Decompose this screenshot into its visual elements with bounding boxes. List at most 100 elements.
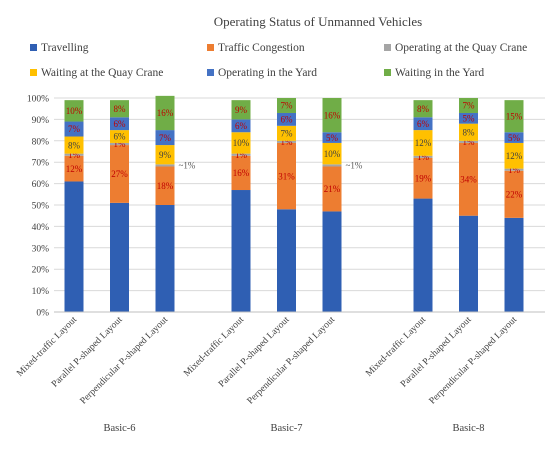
bar-segment-waiting-in-the-yard bbox=[155, 95, 175, 131]
legend-label-travelling: Travelling bbox=[41, 42, 89, 54]
bar-segment-waiting-at-the-quay-crane bbox=[413, 130, 433, 156]
bar-segment-traffic-congestion bbox=[64, 155, 84, 182]
y-tick-label: 50% bbox=[32, 202, 50, 212]
data-label: 16% bbox=[157, 108, 174, 118]
bar-segment-travelling bbox=[459, 215, 478, 312]
legend-swatch-operating-at-the-quay-crane bbox=[384, 44, 391, 51]
data-label: 16% bbox=[324, 110, 341, 120]
bar-segment-traffic-congestion bbox=[459, 142, 478, 216]
data-label: 1% bbox=[68, 150, 81, 160]
bar-segment-operating-at-the-quay-crane bbox=[322, 164, 342, 167]
data-label: 7% bbox=[281, 101, 294, 111]
bar-segment-traffic-congestion bbox=[277, 142, 296, 210]
x-category-label: Perpendicular P-shaped Layout bbox=[79, 315, 171, 407]
data-label: 1% bbox=[281, 137, 294, 147]
x-category-label: Perpendicular P-shaped Layout bbox=[428, 315, 520, 407]
data-label: 5% bbox=[508, 133, 521, 143]
data-label: 8% bbox=[417, 104, 430, 114]
data-label: 7% bbox=[463, 101, 476, 111]
bar-segment-operating-in-the-yard bbox=[504, 132, 524, 143]
data-label: ~1% bbox=[179, 161, 196, 171]
bar-segment-waiting-at-the-quay-crane bbox=[277, 125, 296, 141]
data-label: 7% bbox=[159, 133, 172, 143]
legend-swatch-operating-in-the-yard bbox=[207, 69, 214, 76]
bar-segment-waiting-at-the-quay-crane bbox=[64, 136, 84, 154]
y-tick-label: 30% bbox=[32, 244, 50, 254]
bar-segment-operating-at-the-quay-crane bbox=[459, 140, 478, 143]
bar-segment-operating-in-the-yard bbox=[459, 112, 478, 124]
group-label: Basic-6 bbox=[103, 423, 135, 434]
data-label: 7% bbox=[68, 124, 81, 134]
bar-segment-travelling bbox=[322, 211, 342, 312]
legend-label-waiting-in-the-yard: Waiting in the Yard bbox=[395, 67, 484, 79]
bar-segment-operating-in-the-yard bbox=[64, 121, 84, 137]
data-label: 18% bbox=[157, 181, 174, 191]
data-label: 5% bbox=[463, 114, 476, 124]
data-label: 27% bbox=[111, 169, 128, 179]
bar-segment-waiting-in-the-yard bbox=[504, 100, 524, 133]
legend-swatch-travelling bbox=[30, 44, 37, 51]
bar-segment-operating-at-the-quay-crane bbox=[231, 153, 251, 156]
bar-segment-operating-at-the-quay-crane bbox=[110, 142, 129, 146]
y-tick-label: 20% bbox=[32, 266, 50, 276]
legend-label-traffic-congestion: Traffic Congestion bbox=[218, 42, 305, 54]
data-label: 5% bbox=[326, 133, 339, 143]
bar-segment-travelling bbox=[231, 190, 251, 312]
bar-segment-waiting-at-the-quay-crane bbox=[110, 130, 129, 143]
bar-segment-traffic-congestion bbox=[322, 166, 342, 212]
bar-segment-traffic-congestion bbox=[110, 145, 129, 203]
legend-label-waiting-at-the-quay-crane: Waiting at the Quay Crane bbox=[41, 67, 163, 79]
bar-segment-operating-at-the-quay-crane bbox=[155, 164, 175, 167]
bar-segment-operating-in-the-yard bbox=[155, 130, 175, 146]
bar-segment-operating-at-the-quay-crane bbox=[413, 155, 433, 158]
data-label: 6% bbox=[114, 119, 127, 129]
legend-swatch-waiting-at-the-quay-crane bbox=[30, 69, 37, 76]
bar-segment-traffic-congestion bbox=[504, 170, 524, 218]
bar-segment-travelling bbox=[504, 217, 524, 312]
data-label: 6% bbox=[235, 121, 248, 131]
data-label: 1% bbox=[463, 137, 476, 147]
data-label: 8% bbox=[68, 140, 81, 150]
data-label: 10% bbox=[324, 149, 341, 159]
data-label: 16% bbox=[233, 168, 250, 178]
y-tick-label: 60% bbox=[32, 180, 50, 190]
bar-segment-travelling bbox=[64, 181, 84, 312]
data-label: 1% bbox=[235, 150, 248, 160]
data-label: 10% bbox=[233, 138, 250, 148]
y-axis: 0% 10% 20% 30% 40% 50% 60% 70% 80% 90% 100% bbox=[27, 95, 49, 319]
bar-segment-waiting-in-the-yard bbox=[322, 98, 342, 133]
data-label: 1% bbox=[114, 139, 127, 149]
bar-segment-waiting-at-the-quay-crane bbox=[155, 145, 175, 165]
bar-segment-waiting-in-the-yard bbox=[64, 100, 84, 122]
data-label: 31% bbox=[278, 171, 295, 181]
data-label: 9% bbox=[235, 105, 248, 115]
data-label: 8% bbox=[114, 104, 127, 114]
data-label: 6% bbox=[281, 115, 294, 125]
legend-label-operating-in-the-yard: Operating in the Yard bbox=[218, 67, 317, 79]
bar-segment-operating-in-the-yard bbox=[413, 117, 433, 131]
bar-segment-operating-in-the-yard bbox=[110, 117, 129, 131]
chart-title: Operating Status of Unmanned Vehicles bbox=[214, 14, 422, 29]
legend-label-operating-at-the-quay-crane: Operating at the Quay Crane bbox=[395, 42, 527, 54]
data-label: 21% bbox=[324, 184, 341, 194]
data-label: 19% bbox=[415, 173, 432, 183]
data-label: 12% bbox=[66, 164, 83, 174]
legend-swatch-traffic-congestion bbox=[207, 44, 214, 51]
bar-segment-traffic-congestion bbox=[155, 166, 175, 205]
bar-segment-traffic-congestion bbox=[413, 157, 433, 199]
bar-segment-waiting-in-the-yard bbox=[110, 100, 129, 118]
y-tick-label: 90% bbox=[32, 116, 50, 126]
bar-segment-operating-in-the-yard bbox=[231, 119, 251, 133]
bar-segment-waiting-at-the-quay-crane bbox=[504, 142, 524, 169]
bar-segment-operating-at-the-quay-crane bbox=[64, 153, 84, 156]
data-label: 10% bbox=[66, 106, 83, 116]
bar-segment-waiting-at-the-quay-crane bbox=[231, 132, 251, 154]
data-label: 15% bbox=[506, 111, 523, 121]
data-label: ~1% bbox=[346, 161, 363, 171]
data-label: 1% bbox=[508, 165, 521, 175]
legend: Travelling Traffic Congestion Operating at… bbox=[30, 42, 527, 79]
y-tick-label: 100% bbox=[27, 95, 49, 105]
bar-segment-operating-in-the-yard bbox=[277, 112, 296, 126]
